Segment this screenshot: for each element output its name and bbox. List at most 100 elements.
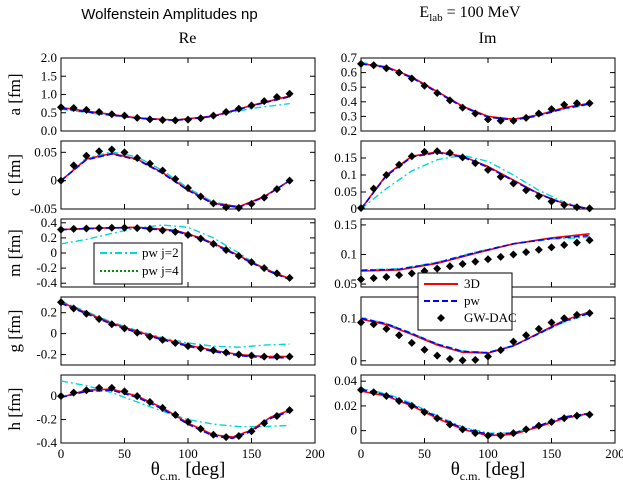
title-right-main: E [419, 4, 430, 21]
x-tick-label: 50 [418, 446, 431, 461]
gw-dac-point [433, 89, 442, 98]
gw-dac-point [369, 274, 378, 283]
gw-dac-point [209, 430, 218, 439]
gw-dac-point [107, 223, 116, 232]
gw-dac-point [209, 111, 218, 120]
gw-dac-point [171, 339, 180, 348]
gw-dac-point [184, 230, 192, 239]
gw-dac-point [407, 152, 416, 161]
gw-dac-point [433, 414, 442, 423]
gw-dac-point [145, 332, 154, 341]
gw-dac-point [357, 59, 365, 68]
gw-dac-point [145, 159, 154, 168]
gw-dac-point [458, 103, 467, 112]
gw-dac-point [496, 116, 505, 125]
gw-dac-point [484, 352, 492, 361]
gw-dac-point [572, 238, 581, 247]
series-pw-line [61, 302, 290, 359]
gw-dac-point [57, 225, 65, 234]
gw-dac-point [369, 320, 378, 329]
column-label-re: Re [178, 30, 197, 47]
gw-dac-point [107, 383, 116, 392]
gw-dac-point [95, 224, 104, 233]
gw-dac-point [171, 410, 180, 419]
gw-dac-point [433, 264, 442, 273]
gw-dac-point [445, 420, 454, 429]
gw-dac-point [395, 396, 404, 405]
x-tick-label: 200 [605, 446, 623, 461]
gw-dac-point [209, 346, 218, 355]
y-tick-label: -0.4 [36, 275, 57, 290]
gw-dac-point [522, 113, 531, 122]
gw-dac-point [158, 335, 167, 344]
gw-dac-point [247, 199, 256, 208]
gw-dac-point [234, 350, 243, 359]
gw-dac-point [382, 392, 391, 401]
plot-area [361, 387, 590, 437]
gw-dac-point [69, 161, 78, 170]
gw-dac-point [560, 241, 569, 250]
gw-dac-point [522, 186, 531, 195]
gw-dac-point [133, 224, 142, 233]
gw-dac-point [445, 262, 454, 271]
gw-dac-point [572, 411, 581, 420]
y-tick-label: -0.2 [36, 412, 57, 427]
y-tick-label: 0.05 [334, 276, 357, 291]
gw-dac-point [395, 271, 404, 280]
gw-dac-point [171, 174, 180, 183]
gw-dac-point [222, 433, 231, 442]
panel-g-re: -0.2 0 0.2 g [fm] [5, 296, 316, 366]
gw-dac-point [57, 298, 65, 307]
y-tick-label: 0.2 [341, 123, 357, 138]
gw-dac-point [69, 388, 78, 397]
y-tick-label: 2.0 [41, 50, 57, 65]
y-tick-label: 0.02 [334, 398, 357, 413]
gw-dac-point [285, 89, 294, 98]
series-pw-line [361, 234, 590, 272]
legend-label: pw [464, 293, 481, 308]
gw-dac-point [585, 410, 594, 419]
gw-dac-point [484, 431, 492, 440]
y-tick-label: 0.0 [41, 123, 57, 138]
gw-dac-point [458, 153, 467, 162]
gw-dac-point [496, 431, 505, 440]
legend-box [93, 242, 183, 285]
gw-dac-point [82, 386, 91, 395]
y-tick-label: 0.5 [41, 105, 57, 120]
gw-dac-point [260, 264, 269, 273]
series-3d-line [361, 390, 590, 437]
gw-dac-point [158, 166, 167, 175]
gw-dac-point [445, 96, 454, 105]
gw-dac-point [120, 111, 129, 120]
panel-m-re: -0.4-0.200.20.4 m [fm] [5, 215, 316, 290]
gw-dac-point [234, 104, 243, 113]
gw-dac-point [247, 101, 256, 110]
panel-c-im: 0 0.05 0.1 0.15 [334, 140, 616, 216]
y-tick-label: 0 [51, 388, 58, 403]
gw-dac-point [260, 97, 269, 106]
column-label-im: Im [478, 30, 497, 47]
gw-dac-point [357, 275, 365, 284]
y-tick-label: 0.4 [341, 94, 358, 109]
gw-dac-point [484, 115, 492, 124]
series-3d-line [61, 301, 290, 358]
gw-dac-point [272, 93, 281, 102]
x-tick-label: 200 [305, 446, 325, 461]
gw-dac-point [272, 269, 281, 278]
gw-dac-point [534, 245, 543, 254]
panel-g-im: 00.1 [341, 296, 616, 368]
gw-dac-point [222, 245, 231, 254]
gw-dac-point [234, 203, 243, 212]
gw-dac-point [522, 425, 531, 434]
gw-dac-point [107, 320, 116, 329]
series-pw-line [361, 312, 590, 354]
gw-dac-point [560, 200, 569, 209]
x-axis-label: θc.m. [deg] [151, 459, 226, 483]
gw-dac-point [82, 309, 91, 318]
gw-dac-point [407, 338, 416, 347]
gw-dac-point [382, 171, 391, 179]
gw-dac-point [171, 227, 180, 236]
gw-dac-point [458, 425, 467, 434]
gw-dac-point [133, 113, 142, 122]
